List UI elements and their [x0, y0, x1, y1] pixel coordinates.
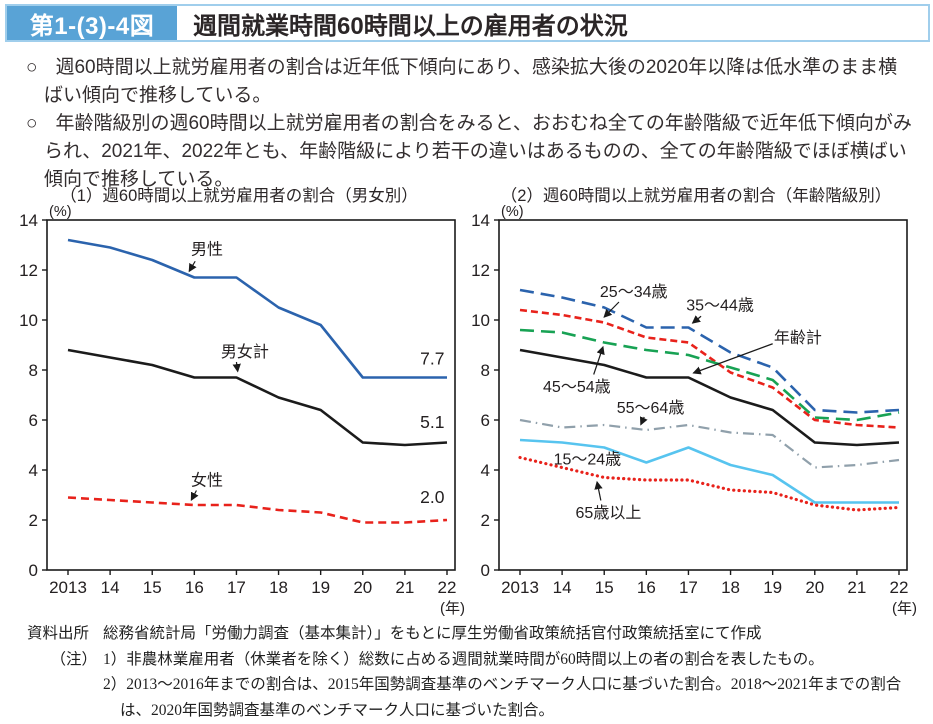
x-tick-label: 17	[679, 578, 698, 597]
annotation-label: 男性	[191, 240, 223, 258]
x-tick-label: 19	[763, 578, 782, 597]
y-tick-label: 12	[19, 261, 38, 280]
figure-number-badge: 第1-(3)-4図	[7, 6, 177, 40]
x-tick-label: 16	[637, 578, 656, 597]
note-spacer	[27, 672, 97, 723]
summary-bullet-1-text: 週60時間以上就労雇用者の割合は近年低下傾向にあり、感染拡大後の2020年以降は…	[44, 57, 898, 106]
plot-border	[498, 219, 908, 571]
chart-gender-canvas: 0 2 4 6 8 10 12 14 (%) 2013 14 15 16 17 18 19 20 21 22 (年) 男…	[10, 204, 468, 616]
y-tick-label: 10	[471, 311, 490, 330]
summary-bullet-2-text: 年齢階級別の週60時間以上就労雇用者の割合をみると、おおむね全ての年齢階級で近年…	[44, 113, 912, 190]
series-男女計	[67, 348, 448, 447]
y-tick-label: 4	[481, 461, 490, 480]
annotation-label: 男女計	[221, 342, 269, 361]
annotation-arrow	[691, 315, 702, 324]
annotation-label: 7.7	[420, 348, 444, 368]
chart-age-group: （2）週60時間以上就労雇用者の割合（年齢階級別） 0 2 4 6 8 10 12 14 (%)…	[463, 182, 929, 616]
annotation-label: 65歳以上	[576, 504, 642, 522]
x-tick-label: 21	[847, 578, 866, 597]
x-tick-label: 2013	[49, 578, 87, 597]
summary-bullet-1: ○ 週60時間以上就労雇用者の割合は近年低下傾向にあり、感染拡大後の2020年以降…	[26, 54, 914, 110]
x-tick-label: 20	[353, 578, 372, 597]
y-tick-label: 0	[29, 561, 38, 580]
note-item-1: 1）非農林業雇用者（休業者を除く）総数に占める週間就業時間が60時間以上の者の割…	[103, 650, 824, 668]
x-tick-label: 14	[553, 578, 572, 597]
x-tick-label: 15	[595, 578, 614, 597]
annotation-label: 女性	[191, 471, 223, 490]
chart-age-group-title: （2）週60時間以上就労雇用者の割合（年齢階級別）	[500, 187, 892, 205]
y-tick-label: 14	[471, 211, 490, 230]
annotation-arrow	[692, 343, 773, 375]
annotation-arrow	[603, 301, 620, 318]
source-label: 資料出所	[27, 625, 90, 642]
series-年齢計	[519, 348, 900, 447]
series-25〜34歳	[519, 308, 900, 429]
annotation-arrow	[639, 416, 648, 426]
x-tick-label: 18	[721, 578, 740, 597]
series-45〜54歳	[519, 328, 900, 422]
y-axis-unit: (%)	[49, 204, 72, 220]
x-tick-label: 15	[143, 578, 162, 597]
source-notes: 資料出所 総務省統計局「労働力調査（基本集計）」をもとに厚生労働省政策統括官付政…	[27, 621, 925, 723]
y-tick-label: 8	[481, 361, 490, 380]
x-tick-label: 22	[890, 578, 909, 597]
x-tick-label: 18	[269, 578, 288, 597]
y-tick-label: 12	[471, 261, 490, 280]
x-tick-label: 16	[185, 578, 204, 597]
series-35〜44歳	[519, 288, 900, 414]
annotation-label: 35〜44歳	[686, 297, 754, 315]
x-tick-label: 22	[438, 578, 457, 597]
series-15〜24歳	[519, 438, 899, 504]
series-男性	[67, 238, 447, 379]
y-tick-label: 8	[29, 361, 38, 380]
bullet-circle-icon: ○	[26, 113, 38, 134]
x-axis-unit: (年)	[440, 600, 465, 616]
figure-title: 週間就業時間60時間以上の雇用者の状況	[193, 12, 628, 40]
annotation-label: 25〜34歳	[600, 283, 668, 301]
x-tick-label: 14	[101, 578, 120, 597]
figure-header: 第1-(3)-4図 週間就業時間60時間以上の雇用者の状況	[5, 4, 930, 42]
chart-gender: （1）週60時間以上就労雇用者の割合（男女別） 0 2 4 6 8 10 12 14 (%) 20…	[10, 182, 468, 616]
y-tick-label: 4	[29, 461, 38, 480]
annotation-arrow	[188, 260, 197, 273]
x-tick-label: 2013	[501, 578, 539, 597]
note-label: （注）	[50, 650, 97, 668]
x-tick-label: 21	[395, 578, 414, 597]
x-tick-label: 19	[311, 578, 330, 597]
annotation-label: 年齢計	[774, 329, 822, 347]
annotation-arrow	[232, 361, 241, 373]
summary-bullet-2: ○ 年齢階級別の週60時間以上就労雇用者の割合をみると、おおむね全ての年齢階級で近…	[26, 110, 914, 194]
series-女性	[67, 496, 448, 524]
bullet-circle-icon: ○	[26, 57, 38, 78]
y-tick-label: 14	[19, 211, 38, 230]
annotation-arrow	[190, 490, 199, 502]
chart-age-group-canvas: 0 2 4 6 8 10 12 14 (%) 2013 14 15 16 17 18 19 20 21 22 (年) 2…	[463, 204, 929, 616]
chart-gender-title: （1）週60時間以上就労雇用者の割合（男女別）	[60, 187, 418, 205]
annotation-label: 15〜24歳	[554, 450, 622, 468]
y-tick-label: 2	[481, 511, 490, 530]
summary-bullets: ○ 週60時間以上就労雇用者の割合は近年低下傾向にあり、感染拡大後の2020年以降…	[26, 54, 914, 194]
annotation-arrow	[594, 480, 603, 501]
y-tick-label: 10	[19, 311, 38, 330]
series-65歳以上	[518, 455, 901, 512]
annotation-label: 45〜54歳	[543, 378, 611, 396]
plot-border	[46, 219, 456, 571]
source-text: 総務省統計局「労働力調査（基本集計）」をもとに厚生労働省政策統括官付政策統括室に…	[103, 625, 762, 642]
x-axis-unit: (年)	[892, 600, 917, 616]
y-tick-label: 0	[481, 561, 490, 580]
x-tick-label: 20	[805, 578, 824, 597]
annotation-label: 5.1	[420, 412, 444, 432]
annotation-label: 2.0	[420, 487, 445, 507]
y-tick-label: 6	[29, 411, 38, 430]
note-item-2: 2）2013～2016年までの割合は、2015年国勢調査基準のベンチマーク人口に…	[103, 676, 902, 719]
y-tick-label: 6	[481, 411, 490, 430]
annotation-arrow	[593, 345, 605, 375]
y-tick-label: 2	[29, 511, 38, 530]
annotation-label: 55〜64歳	[617, 399, 685, 417]
x-tick-label: 17	[227, 578, 246, 597]
y-axis-unit: (%)	[501, 204, 524, 220]
